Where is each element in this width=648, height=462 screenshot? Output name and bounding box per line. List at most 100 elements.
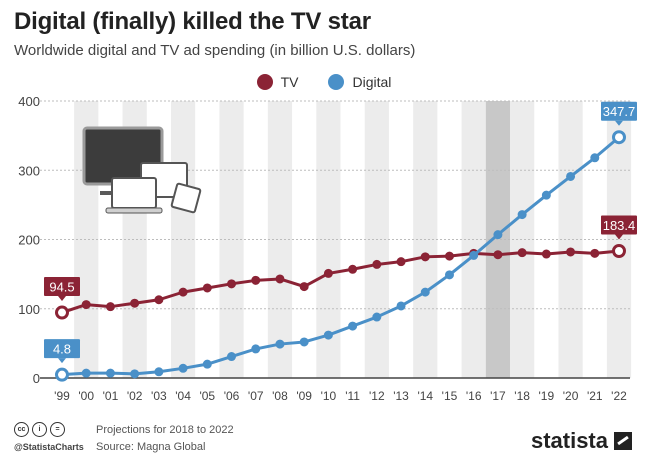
tv-data-point	[590, 248, 600, 258]
legend-item-tv: TV	[256, 74, 299, 90]
legend-item-digital: Digital	[328, 74, 391, 90]
digital-data-point	[612, 130, 626, 145]
y-tick-label: 400	[18, 94, 40, 109]
digital-data-point	[154, 367, 164, 377]
tv-data-point	[130, 298, 140, 308]
digital-data-point	[130, 369, 140, 379]
cc-icon: cc	[14, 422, 29, 437]
laptop-base	[105, 207, 163, 214]
tv-data-point	[348, 264, 358, 274]
social-handle: @StatistaCharts	[14, 442, 84, 452]
tv-data-point	[444, 251, 454, 261]
legend-label-tv: TV	[280, 74, 299, 90]
statista-logo-icon	[614, 432, 632, 450]
tv-data-point	[323, 268, 333, 278]
y-tick-label: 100	[18, 302, 40, 317]
tv-data-point	[566, 247, 576, 257]
projection-note: Projections for 2018 to 2022	[96, 424, 234, 436]
legend: TV Digital	[0, 74, 648, 90]
x-tick-label: '18	[514, 389, 530, 403]
x-tick-label: '20	[563, 389, 579, 403]
x-tick-label: '13	[393, 389, 409, 403]
tv-data-point	[81, 300, 91, 310]
x-tick-label: '04	[175, 389, 191, 403]
tv-data-point	[251, 275, 261, 285]
stripe-column	[170, 101, 196, 378]
devices-illustration	[82, 126, 202, 214]
tv-value-callout	[44, 277, 80, 297]
digital-data-point	[566, 171, 576, 181]
digital-data-point	[275, 339, 285, 349]
tv-data-point	[420, 252, 430, 262]
digital-data-point	[251, 344, 261, 354]
tablet-icon	[111, 177, 157, 209]
tv-data-point	[178, 287, 188, 297]
x-tick-label: '22	[611, 389, 627, 403]
tv-data-point	[612, 243, 626, 258]
digital-data-label: 347.7	[603, 104, 636, 119]
x-tick-label: '21	[587, 389, 603, 403]
x-tick-label: '05	[199, 389, 215, 403]
digital-data-point	[444, 270, 454, 280]
tv-value-callout	[601, 215, 637, 235]
tv-callout-pointer	[58, 296, 66, 302]
x-tick-label: '01	[103, 389, 119, 403]
x-tick-label: '08	[272, 389, 288, 403]
digital-data-point	[55, 367, 69, 382]
tv-data-point	[227, 279, 237, 289]
x-tick-label: '03	[151, 389, 167, 403]
digital-data-point	[396, 301, 406, 311]
x-tick-label: '10	[321, 389, 337, 403]
x-tick-label: '02	[127, 389, 143, 403]
digital-data-point	[105, 368, 115, 378]
digital-data-point	[517, 210, 527, 220]
digital-data-point	[299, 337, 309, 347]
digital-data-point	[469, 250, 479, 260]
tv-data-point	[517, 248, 527, 258]
digital-data-point	[178, 363, 188, 373]
x-tick-label: '00	[78, 389, 94, 403]
digital-callout-pointer	[58, 358, 66, 364]
x-tick-label: '17	[490, 389, 506, 403]
stripe-column	[510, 101, 535, 378]
x-tick-label: '06	[224, 389, 240, 403]
digital-data-label: 4.8	[53, 342, 71, 357]
tv-data-point	[154, 295, 164, 305]
x-tick-label: '19	[539, 389, 555, 403]
x-tick-label: '16	[466, 389, 482, 403]
chart-subtitle: Worldwide digital and TV ad spending (in…	[14, 42, 416, 59]
digital-value-callout	[44, 339, 80, 359]
stripe-column	[558, 101, 583, 378]
source-note: Source: Magna Global	[96, 441, 206, 453]
nd-icon: =	[50, 422, 65, 437]
x-tick-label: '14	[417, 389, 433, 403]
tv-data-label: 183.4	[603, 218, 636, 233]
digital-value-callout	[601, 101, 637, 121]
tv-callout-pointer	[615, 234, 623, 240]
tv-data-point	[105, 302, 115, 312]
y-tick-label: 200	[18, 233, 40, 248]
tv-data-point	[299, 282, 309, 292]
digital-data-point	[590, 153, 600, 163]
digital-data-point	[372, 312, 382, 322]
x-tick-label: '15	[442, 389, 458, 403]
brand-text: statista	[530, 428, 608, 453]
tv-data-point	[372, 259, 382, 269]
x-tick-label: '07	[248, 389, 264, 403]
stripe-column	[219, 101, 244, 378]
digital-data-point	[348, 321, 358, 331]
digital-data-point	[541, 190, 551, 200]
by-icon: i	[32, 422, 47, 437]
statista-logo[interactable]: statista	[531, 428, 632, 454]
tv-data-label: 94.5	[49, 280, 74, 295]
y-tick-label: 300	[18, 163, 40, 178]
legend-swatch-digital	[328, 74, 345, 90]
digital-data-point	[323, 330, 333, 340]
x-tick-label: '12	[369, 389, 385, 403]
license-icons: cc i =	[14, 422, 65, 437]
y-tick-label: 0	[33, 371, 40, 386]
legend-swatch-tv	[256, 74, 273, 90]
tv-data-point	[275, 274, 285, 284]
digital-data-point	[202, 359, 212, 369]
tv-data-point	[396, 257, 406, 267]
